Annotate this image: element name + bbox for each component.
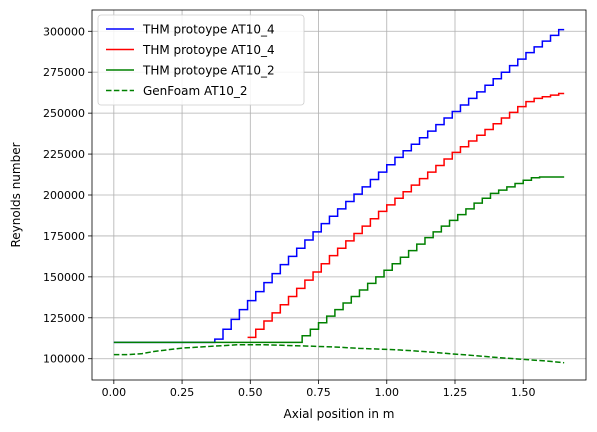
ticks: 0.00 0.25 0.50 0.75 1.00 1.25 1.50 100000 125000… [43,25,535,399]
y-tick-label: 300000 [43,25,85,38]
series-line-2 [247,92,565,339]
y-tick-label: 150000 [43,271,85,284]
legend-label-4: GenFoam AT10_2 [143,84,247,98]
x-tick-label: 1.00 [375,386,400,399]
x-tick-label: 1.50 [511,386,536,399]
series-line-1 [113,28,565,344]
x-tick-label: 0.00 [102,386,127,399]
y-tick-label: 225000 [43,148,85,161]
y-tick-label: 175000 [43,230,85,243]
legend: THM protoype AT10_4 THM protoype AT10_4 TH… [97,14,305,106]
x-tick-label: 0.75 [306,386,331,399]
series-line-4 [113,344,565,364]
series-line-3 [113,176,565,344]
legend-box [97,14,305,106]
series-group [113,28,565,364]
y-tick-label: 200000 [43,189,85,202]
legend-label-3: THM protoype AT10_2 [142,64,275,78]
x-axis-label: Axial position in m [284,407,395,421]
x-tick-label: 0.25 [170,386,195,399]
y-tick-label: 250000 [43,107,85,120]
y-tick-label: 275000 [43,66,85,79]
y-tick-label: 100000 [43,353,85,366]
legend-label-1: THM protoype AT10_4 [142,23,275,37]
legend-label-2: THM protoype AT10_4 [142,43,275,57]
x-tick-label: 1.25 [443,386,468,399]
y-axis-label: Reynolds number [9,142,23,247]
x-tick-label: 0.50 [238,386,263,399]
y-tick-label: 125000 [43,312,85,325]
